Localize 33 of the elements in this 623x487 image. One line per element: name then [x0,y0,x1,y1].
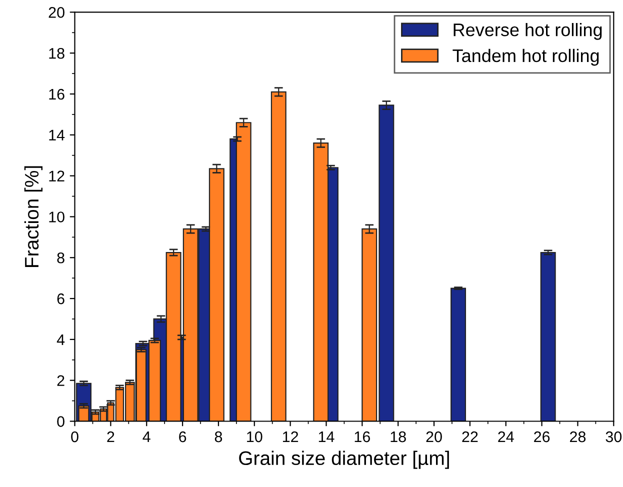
x-tick-label: 0 [71,431,78,442]
y-tick-label: 14 [49,130,65,140]
x-tick-label: 26 [534,431,550,442]
y-tick-label: 10 [49,212,64,222]
x-tick-label: 14 [318,432,334,442]
y-tick-label: 0 [57,416,64,427]
legend-label: Tandem hot rolling [452,48,599,66]
x-tick-label: 28 [570,431,586,442]
y-tick-label: 12 [49,170,64,182]
y-tick-label: 6 [57,293,64,304]
x-tick-label: 16 [354,431,370,442]
x-tick-label: 12 [282,431,298,442]
legend-label: Reverse hot rolling [454,23,602,40]
bar [450,288,466,422]
x-tick-label: 22 [462,431,478,442]
y-tick-label: 16 [49,88,64,100]
x-tick-label: 24 [498,431,514,442]
y-tick-label: 20 [48,7,64,18]
y-axis-title: Fraction [%] [24,166,42,267]
x-tick-label: 20 [426,431,442,442]
y-tick-label: 8 [57,252,64,264]
x-tick-label: 10 [247,431,262,442]
x-tick-label: 6 [179,431,186,442]
x-tick-label: 4 [142,432,150,442]
x-tick-label: 2 [107,431,114,442]
x-tick-label: 18 [390,431,406,442]
x-tick-label: 30 [606,431,622,442]
bar [540,252,556,422]
y-tick-label: 18 [49,48,64,59]
x-axis-title: Grain size diameter [µm] [239,450,449,469]
y-tick-label: 2 [57,375,64,386]
y-tick-label: 4 [56,334,65,345]
x-tick-label: 8 [214,431,222,442]
